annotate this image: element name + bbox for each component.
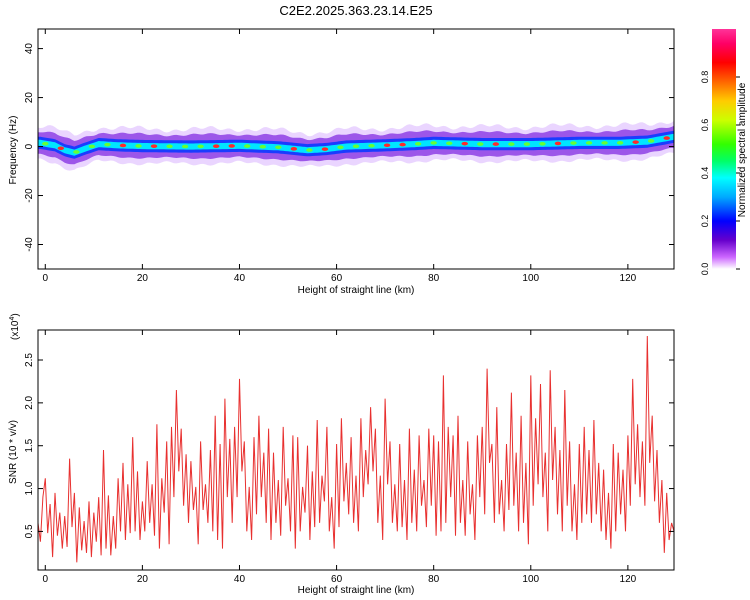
- snr-x-tick-label: 80: [428, 574, 440, 585]
- snr-x-tick-label: 100: [522, 574, 539, 585]
- spectrogram-peak: [104, 142, 111, 147]
- spectrogram-peak: [73, 150, 80, 154]
- spectrogram-x-axis: 0 20 40 60 80 100 120: [43, 29, 637, 284]
- snr-x-tick-label: 20: [137, 574, 149, 585]
- snr-series-line: [38, 335, 674, 563]
- snr-y-tick-label: 2.5: [24, 353, 35, 367]
- colorbar-tick-label: 0.4: [700, 167, 710, 180]
- spectrogram-peak: [508, 142, 515, 146]
- snr-y-tick-label: 0.5: [24, 524, 35, 538]
- spectrogram-y-tick-label: -20: [24, 188, 35, 203]
- spectrogram-peak: [554, 141, 562, 146]
- spectrogram-peak: [446, 141, 453, 146]
- spectrogram-peak: [275, 145, 282, 150]
- snr-y-multiplier-close: ): [10, 313, 21, 316]
- spectrogram-marks: [38, 120, 674, 171]
- snr-x-tick-label: 40: [234, 574, 246, 585]
- spectrogram-peak: [663, 136, 670, 140]
- spectrogram-peak: [570, 141, 577, 145]
- colorbar-tick-label: 0.2: [700, 215, 710, 228]
- spectrogram-peak: [352, 144, 360, 149]
- spectrogram-peak: [461, 141, 468, 146]
- spectrogram-peak: [181, 144, 189, 149]
- spectrogram-peak: [647, 139, 655, 143]
- snr-x-axis: 0 20 40 60 80 100 120: [43, 330, 637, 585]
- snr-panel: 0 20 40 60 80 100 120 0.5 1.0 1.5 2.0 2.5 Height o…: [8, 313, 675, 596]
- snr-y-multiplier-base: (x10: [10, 320, 21, 340]
- colorbar-tick-label: 0.8: [700, 71, 710, 84]
- spectrogram-peak: [150, 144, 158, 148]
- snr-y-tick-label: 2.0: [24, 395, 35, 409]
- spectrogram-peak: [616, 140, 624, 145]
- spectrogram-peak: [290, 147, 298, 151]
- spectrogram-peak: [321, 147, 329, 151]
- colorbar: 0.0 0.2 0.4 0.6 0.8 Normalized spectral ampl…: [700, 29, 748, 275]
- spectrogram-peak: [337, 145, 344, 150]
- spectrogram-x-tick-label: 60: [331, 273, 343, 284]
- spectrogram-x-tick-label: 20: [137, 273, 149, 284]
- spectrogram-x-tick-label: 100: [522, 273, 539, 284]
- spectrogram-peak: [259, 144, 266, 149]
- spectrogram-peak: [166, 144, 173, 149]
- spectrogram-panel: 0 20 40 60 80 100 120 -40 -20 0 20 40 Height of st…: [8, 28, 675, 296]
- spectrogram-peak: [601, 141, 608, 145]
- spectrogram-y-axis-label: Frequency (Hz): [8, 116, 19, 185]
- spectrogram-peak: [244, 144, 251, 148]
- spectrogram-peak: [42, 141, 49, 146]
- spectrogram-peak: [57, 146, 65, 151]
- spectrogram-peak: [368, 143, 375, 148]
- spectrogram-peak: [539, 142, 546, 146]
- spectrogram-y-tick-label: 20: [24, 92, 35, 104]
- colorbar-tick-label: 0.0: [700, 263, 710, 276]
- spectrogram-peak: [632, 140, 639, 144]
- spectrogram-x-axis-label: Height of straight line (km): [298, 285, 415, 296]
- spectrogram-x-tick-label: 80: [428, 273, 440, 284]
- spectrogram-peak: [228, 144, 235, 148]
- spectrogram-x-tick-label: 40: [234, 273, 246, 284]
- snr-y-multiplier: (x104): [9, 313, 21, 340]
- spectrogram-y-axis: -40 -20 0 20 40: [24, 43, 674, 252]
- spectrogram-peak: [88, 144, 96, 149]
- spectrogram-frame: [37, 28, 675, 270]
- spectrogram-x-tick-label: 0: [43, 273, 49, 284]
- spectrogram-peak: [383, 143, 391, 148]
- snr-y-axis-label: SNR (10 * v/v): [8, 420, 19, 484]
- spectrogram-peak: [414, 142, 422, 146]
- spectrogram-peak: [212, 144, 220, 148]
- figure-title: C2E2.2025.363.23.14.E25: [279, 3, 432, 18]
- snr-x-tick-label: 0: [43, 574, 49, 585]
- spectrogram-y-tick-label: 0: [24, 143, 35, 149]
- snr-y-multiplier-exponent: 4: [9, 317, 16, 321]
- spectrogram-peak: [585, 141, 593, 145]
- snr-frame: [37, 329, 675, 571]
- spectrogram-peak: [306, 148, 313, 152]
- spectrogram-y-tick-label: 40: [24, 43, 35, 55]
- spectrogram-y-tick-label: -40: [24, 237, 35, 252]
- snr-x-tick-label: 60: [331, 574, 343, 585]
- colorbar-gradient: [712, 29, 736, 269]
- snr-x-tick-label: 120: [620, 574, 637, 585]
- spectrogram-peak: [477, 142, 484, 146]
- colorbar-label: Normalized spectral amplitude: [737, 82, 748, 217]
- spectrogram-peak: [197, 144, 204, 149]
- snr-x-axis-label: Height of straight line (km): [298, 585, 415, 596]
- spectrogram-peak: [492, 142, 500, 146]
- spectrogram-peak: [430, 141, 437, 145]
- snr-y-tick-label: 1.5: [24, 438, 35, 452]
- spectrogram-x-tick-label: 120: [620, 273, 637, 284]
- colorbar-ticks: 0.0 0.2 0.4 0.6 0.8: [700, 71, 740, 276]
- spectrogram-peak: [399, 142, 406, 147]
- colorbar-tick-label: 0.6: [700, 119, 710, 132]
- snr-y-tick-label: 1.0: [24, 481, 35, 495]
- spectrogram-peak: [119, 143, 127, 148]
- snr-y-axis: 0.5 1.0 1.5 2.0 2.5: [24, 353, 674, 538]
- spectrogram-peak: [135, 144, 142, 148]
- spectrogram-peak: [523, 142, 531, 146]
